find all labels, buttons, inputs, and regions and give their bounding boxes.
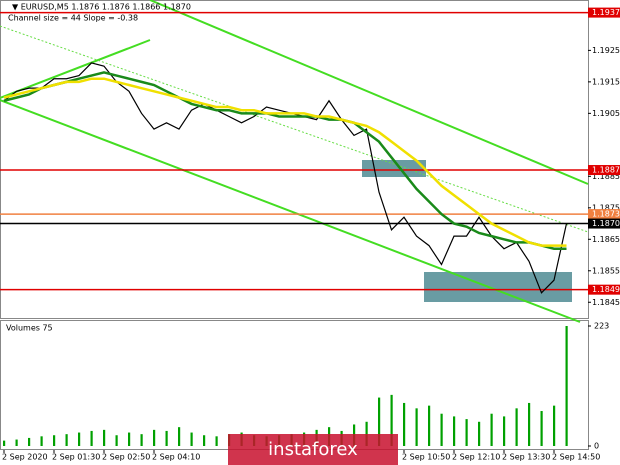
volume-bar bbox=[528, 402, 531, 446]
x-tick-label: 2 Sep 04:10 bbox=[152, 453, 200, 462]
moving-average bbox=[3, 77, 567, 247]
y-tick-label: 1.1845 bbox=[592, 298, 620, 307]
volume-bar bbox=[78, 432, 81, 446]
volume-bar bbox=[90, 430, 93, 446]
volume-bar bbox=[140, 434, 143, 446]
volume-bar bbox=[40, 436, 43, 446]
y-tick-label: 1.1915 bbox=[592, 77, 620, 86]
y-tick-label: 223 bbox=[594, 322, 609, 331]
volume-bar bbox=[203, 435, 206, 446]
volume-bar bbox=[428, 405, 431, 446]
chart-subtitle: Channel size = 44 Slope = -0.38 bbox=[8, 14, 138, 23]
price-label-box bbox=[588, 165, 620, 176]
chart-title: ▼ EURUSD,M5 1.1876 1.1876 1.1866 1.1870 bbox=[12, 3, 191, 12]
x-tick-label: 2 Sep 12:10 bbox=[452, 453, 500, 462]
y-tick-label: 1.1925 bbox=[592, 46, 620, 55]
x-tick-label: 2 Sep 14:50 bbox=[552, 453, 600, 462]
price-label-box bbox=[588, 218, 620, 229]
volume-bar bbox=[565, 326, 568, 446]
price-label-box bbox=[588, 209, 620, 220]
price-frame bbox=[0, 0, 589, 319]
volume-bar bbox=[3, 440, 6, 446]
watermark-box bbox=[228, 434, 398, 465]
price-label-box bbox=[588, 7, 620, 18]
volume-bar bbox=[378, 397, 381, 446]
x-tick-label: 2 Sep 2020 bbox=[2, 453, 48, 462]
volume-bar bbox=[540, 411, 543, 446]
volume-bar bbox=[103, 429, 106, 446]
volume-bar bbox=[390, 394, 393, 446]
price-label: 1.1873 bbox=[592, 210, 620, 219]
price-label: 1.1870 bbox=[592, 219, 620, 228]
price-line bbox=[3, 62, 568, 294]
volume-bar bbox=[415, 408, 418, 446]
x-tick-label: 2 Sep 01:30 bbox=[52, 453, 100, 462]
volume-bar bbox=[403, 402, 406, 446]
price-label: 1.1849 bbox=[592, 285, 620, 294]
volume-bar bbox=[53, 435, 56, 446]
zone bbox=[362, 160, 426, 177]
volume-bar bbox=[178, 427, 181, 446]
volume-bar bbox=[440, 413, 443, 446]
moving-average bbox=[3, 71, 567, 250]
volume-bar bbox=[465, 419, 468, 446]
watermark: instaforex bbox=[268, 439, 358, 460]
volume-bar bbox=[215, 436, 218, 446]
volume-bar bbox=[515, 408, 518, 446]
volume-bar bbox=[365, 421, 368, 446]
price-label: 1.1887 bbox=[592, 166, 620, 175]
volume-bar bbox=[128, 432, 131, 446]
y-tick-label: 1.1905 bbox=[592, 109, 620, 118]
volume-bar bbox=[490, 413, 493, 446]
volume-bar bbox=[453, 416, 456, 446]
price-label-box bbox=[588, 284, 620, 295]
volume-bar bbox=[28, 437, 31, 446]
volume-bar bbox=[165, 430, 168, 446]
x-tick-label: 2 Sep 13:30 bbox=[502, 453, 550, 462]
volume-bar bbox=[65, 434, 68, 446]
channel-line bbox=[0, 99, 581, 323]
volume-bar bbox=[115, 435, 118, 446]
volume-bar bbox=[153, 429, 156, 446]
volume-bar bbox=[503, 416, 506, 446]
zone bbox=[424, 272, 572, 302]
volume-bar bbox=[553, 405, 556, 446]
y-tick-label: 1.1885 bbox=[592, 172, 620, 181]
x-tick-label: 2 Sep 10:50 bbox=[402, 453, 450, 462]
y-tick-label: 0 bbox=[594, 442, 599, 451]
y-tick-label: 1.1865 bbox=[592, 235, 620, 244]
y-tick-label: 1.1875 bbox=[592, 203, 620, 212]
volume-bar bbox=[478, 421, 481, 446]
volume-bar bbox=[15, 439, 18, 446]
price-label: 1.1937 bbox=[592, 8, 620, 17]
y-tick-label: 1.1855 bbox=[592, 266, 620, 275]
channel-line bbox=[0, 39, 151, 99]
x-tick-label: 2 Sep 02:50 bbox=[102, 453, 150, 462]
channel-line bbox=[149, 0, 589, 185]
volume-title: Volumes 75 bbox=[6, 324, 53, 333]
volume-bar bbox=[190, 432, 193, 446]
